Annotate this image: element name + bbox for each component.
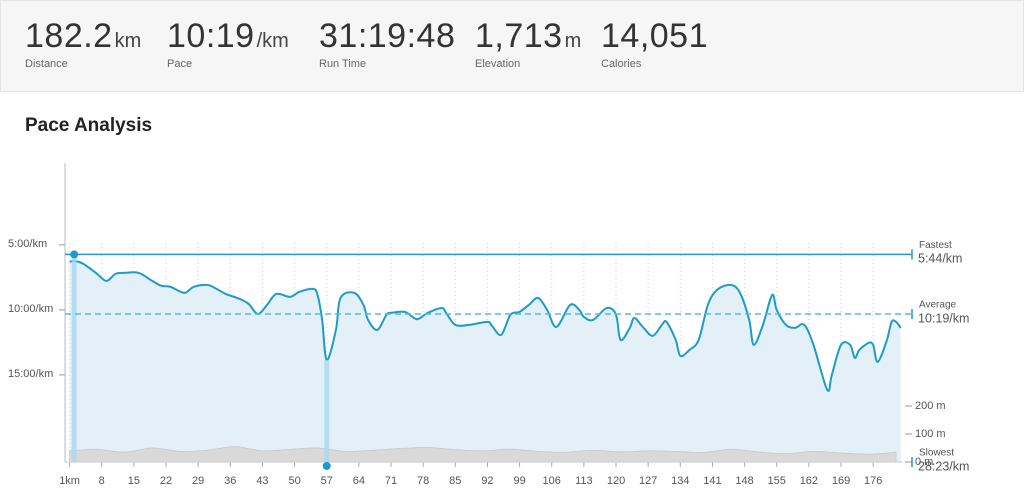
x-tick-label: 29 xyxy=(192,475,204,487)
stat-value: 10:19 xyxy=(167,17,255,55)
x-tick-label: 22 xyxy=(160,475,172,487)
stat-value: 1,713 xyxy=(475,17,563,55)
stat-value-row: 1,713 m xyxy=(475,17,581,56)
pace-line xyxy=(69,259,902,392)
x-tick-label: 36 xyxy=(224,475,236,487)
x-tick-label: 120 xyxy=(607,475,625,487)
x-tick-label: 176 xyxy=(864,475,882,487)
x-tick-label: 162 xyxy=(800,475,818,487)
stat-unit: km xyxy=(114,30,142,52)
x-tick-label: 15 xyxy=(128,475,140,487)
x-tick-label: 134 xyxy=(671,475,689,487)
x-tick-label: 127 xyxy=(639,475,657,487)
stat-value-row: 14,051 xyxy=(601,17,708,56)
section-title: Pace Analysis xyxy=(25,115,153,136)
stats-header: 182.2 km Distance 10:19/km Pace 31:19:48 Run T… xyxy=(0,0,1024,92)
x-tick-label: 141 xyxy=(703,475,721,487)
stat-label: Calories xyxy=(601,58,642,70)
stat: 1,713 m Elevation xyxy=(475,17,581,70)
stat-value-row: 10:19/km xyxy=(167,17,289,56)
y2-tick-label: 0 m xyxy=(915,456,933,468)
stat-value: 14,051 xyxy=(601,17,708,55)
x-tick-label: 57 xyxy=(321,475,333,487)
x-tick-label: 85 xyxy=(449,475,461,487)
x-tick-label: 1km xyxy=(59,475,80,487)
x-tick-label: 92 xyxy=(481,475,493,487)
stat-unit: m xyxy=(564,30,582,52)
y2-tick-label: 100 m xyxy=(915,428,946,440)
stat: 10:19/km Pace xyxy=(167,17,289,70)
reference-value: 5:44/km xyxy=(918,252,962,266)
stat-label: Run Time xyxy=(319,58,367,70)
stat-value-row: 182.2 km xyxy=(25,17,141,56)
reference-label: Average xyxy=(919,300,957,311)
x-tick-label: 64 xyxy=(353,475,365,487)
reference-value: 10:19/km xyxy=(918,311,969,325)
x-tick-label: 106 xyxy=(543,475,561,487)
stat-unit: /km xyxy=(256,30,289,52)
stat-value: 182.2 xyxy=(25,17,113,55)
stat: 182.2 km Distance xyxy=(25,17,141,70)
y-tick-label: 5:00/km xyxy=(8,238,47,250)
stat-value-row: 31:19:48 xyxy=(319,17,455,56)
x-tick-label: 8 xyxy=(99,475,105,487)
stat: 31:19:48 Run Time xyxy=(319,17,455,70)
stat-label: Pace xyxy=(167,58,193,70)
highlight-bar xyxy=(324,359,330,462)
pace-area xyxy=(69,260,901,462)
highlight-dot xyxy=(70,250,79,259)
x-tick-label: 78 xyxy=(417,475,429,487)
reference-value: 28:23/km xyxy=(918,459,969,473)
stat-label: Distance xyxy=(25,58,68,70)
reference-label: Fastest xyxy=(919,240,952,251)
x-tick-label: 43 xyxy=(256,475,268,487)
y2-tick-label: 200 m xyxy=(915,400,946,412)
reference-label: Slowest xyxy=(919,448,954,459)
x-tick-label: 155 xyxy=(768,475,786,487)
elevation-area xyxy=(69,446,897,463)
stat-label: Elevation xyxy=(475,58,521,70)
y-tick-label: 10:00/km xyxy=(8,303,53,315)
x-tick-label: 113 xyxy=(575,475,593,487)
stat-value: 31:19:48 xyxy=(319,17,456,55)
highlight-dot xyxy=(322,462,331,470)
x-tick-label: 50 xyxy=(288,475,300,487)
stat: 14,051 Calories xyxy=(601,17,708,70)
x-tick-label: 169 xyxy=(832,475,850,487)
x-tick-label: 148 xyxy=(735,475,753,487)
y-tick-label: 15:00/km xyxy=(8,368,53,380)
highlight-bar xyxy=(71,254,77,462)
x-tick-label: 99 xyxy=(513,475,525,487)
x-tick-label: 71 xyxy=(385,475,397,487)
